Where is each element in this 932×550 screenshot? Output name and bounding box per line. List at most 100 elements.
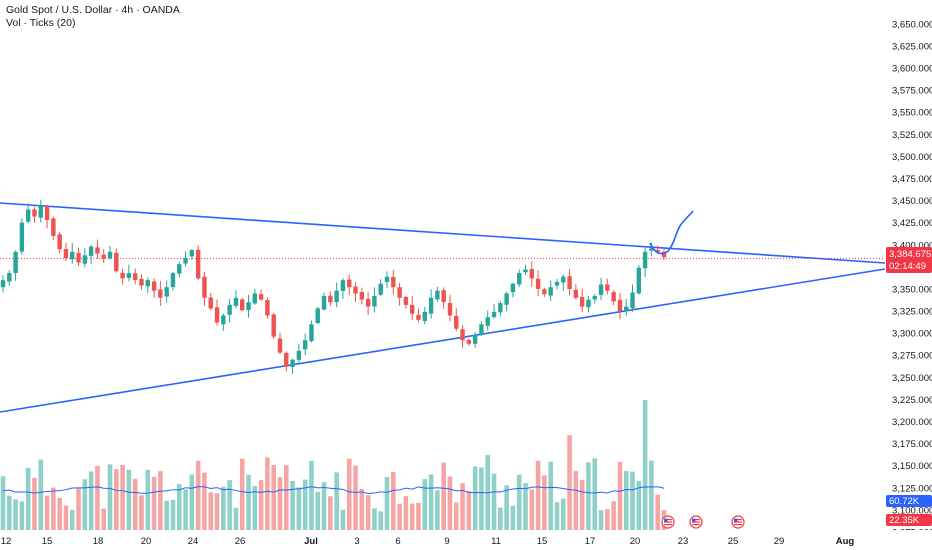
candle: [454, 308, 459, 332]
volume-bar: [252, 486, 258, 530]
candle: [139, 274, 144, 290]
us-flag-event-icon[interactable]: [689, 515, 703, 529]
volume-bar: [19, 501, 25, 530]
price-badge-value: 3,384.675: [889, 249, 931, 260]
time-tick-label: 25: [728, 536, 739, 547]
time-axis[interactable]: 12 15 18 20 24 26 Jul 3 6 9 11 15 17 20 23 25 29 Aug: [1, 536, 855, 547]
volume-bar: [107, 464, 113, 530]
price-tick-label: 3,500.000: [892, 152, 932, 163]
price-tick-label: 3,625.000: [892, 41, 932, 52]
time-tick-label: 9: [444, 536, 449, 547]
candle: [265, 297, 270, 319]
price-tick-label: 3,225.000: [892, 395, 932, 406]
candle: [636, 264, 642, 295]
symbol-title[interactable]: Gold Spot / U.S. Dollar · 4h · OANDA: [6, 4, 180, 16]
candle: [397, 282, 402, 306]
volume-bar: [416, 502, 421, 530]
volume-bar: [6, 495, 12, 530]
time-tick-label: 12: [1, 536, 12, 547]
volume-ma-badge: 60.72K: [886, 495, 932, 507]
volume-bar: [309, 460, 314, 530]
candle: [208, 292, 213, 311]
time-tick-label: 6: [395, 536, 400, 547]
candle: [202, 272, 207, 306]
us-flag-event-icon[interactable]: [661, 515, 675, 529]
volume-bar: [214, 493, 220, 530]
candle: [88, 245, 94, 265]
candle: [504, 291, 509, 312]
volume-bar: [208, 492, 214, 530]
candle: [158, 280, 163, 307]
volume-bar: [422, 479, 428, 530]
volume-bar: [239, 458, 245, 530]
candle: [579, 288, 585, 313]
time-tick-label: Aug: [836, 536, 855, 547]
indicator-title[interactable]: Vol · Ticks (20): [6, 17, 76, 29]
volume-bar: [529, 489, 535, 530]
candle: [44, 204, 50, 229]
candle: [567, 269, 572, 296]
volume-bar: [145, 469, 151, 530]
volume-bar: [101, 508, 107, 530]
price-tick-label: 3,575.000: [892, 86, 932, 97]
volume-bars: [0, 400, 667, 530]
volume-bar: [649, 460, 654, 530]
volume-bar: [25, 467, 31, 530]
volume-bar: [151, 476, 157, 530]
candle: [258, 289, 264, 301]
volume-bar: [164, 500, 169, 530]
candle: [416, 308, 421, 323]
candle: [151, 278, 157, 298]
volume-bar: [479, 467, 484, 530]
volume-last-badge-value: 22.35K: [889, 515, 920, 526]
time-axis-panel[interactable]: [0, 530, 932, 550]
volume-bar: [76, 487, 81, 530]
volume-bar: [258, 479, 264, 530]
candle: [252, 288, 258, 305]
candle: [189, 249, 195, 261]
candlesticks: [0, 199, 667, 374]
candle: [63, 242, 69, 262]
candle: [114, 248, 119, 273]
volume-bar: [523, 483, 528, 530]
candle: [510, 282, 516, 298]
price-axis[interactable]: 3,650.000 3,625.000 3,600.000 3,575.000 3,55…: [892, 19, 932, 538]
volume-bar: [567, 435, 572, 530]
candle: [435, 286, 440, 302]
volume-bar: [183, 489, 188, 530]
volume-bar: [277, 477, 283, 530]
time-tick-label: 3: [354, 536, 359, 547]
volume-bar: [460, 483, 465, 530]
candle: [485, 310, 490, 331]
candle: [277, 332, 283, 355]
candle: [246, 294, 251, 318]
event-icons[interactable]: [661, 515, 745, 529]
volume-ma-badge-value: 60.72K: [889, 496, 920, 507]
candle: [409, 296, 415, 320]
candle: [661, 248, 667, 260]
volume-bar: [353, 465, 358, 530]
volume-bar: [202, 472, 207, 530]
projection-path[interactable]: [649, 210, 694, 255]
volume-bar: [0, 476, 6, 530]
volume-bar: [554, 502, 560, 530]
candle: [561, 274, 566, 291]
volume-bar: [32, 477, 37, 530]
candle: [183, 251, 188, 267]
upper-trendline[interactable]: [0, 202, 886, 264]
candle: [378, 279, 383, 297]
volume-bar: [227, 480, 232, 530]
candle: [372, 287, 377, 313]
candle: [554, 278, 560, 290]
candle: [32, 206, 37, 223]
volume-bar: [516, 474, 522, 530]
candle: [126, 264, 132, 282]
lower-trendline[interactable]: [0, 268, 886, 413]
us-flag-event-icon[interactable]: [731, 515, 745, 529]
candle: [328, 291, 333, 307]
volume-bar: [586, 462, 591, 530]
candle: [120, 268, 125, 285]
candle: [25, 203, 31, 224]
volume-bar: [340, 509, 346, 530]
